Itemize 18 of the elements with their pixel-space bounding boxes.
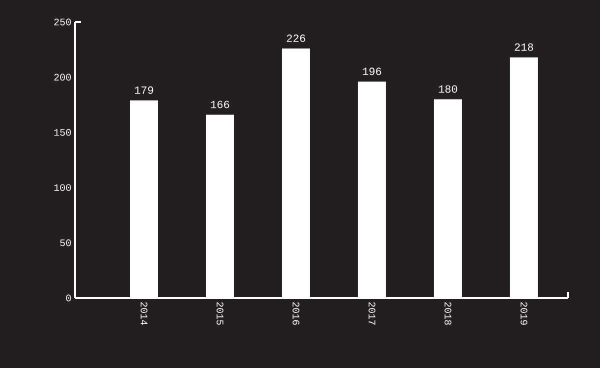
data-label: 179	[134, 86, 154, 94]
data-label: 166	[210, 100, 230, 108]
x-tick-label: 2014	[140, 302, 148, 325]
x-tick-label: 2018	[444, 302, 452, 325]
data-label: 218	[514, 43, 534, 51]
y-tick-label: 250	[54, 18, 71, 26]
data-label: 196	[362, 68, 382, 76]
x-tick-label: 2017	[368, 302, 376, 325]
x-tick-label: 2015	[216, 302, 224, 325]
y-tick-label: 0	[66, 294, 71, 302]
y-tick-label: 100	[54, 184, 71, 191]
y-tick-label: 200	[54, 74, 71, 81]
y-tick-label: 50	[60, 239, 71, 246]
data-label: 180	[438, 85, 458, 93]
data-label: 226	[286, 34, 306, 42]
x-tick-label: 2016	[292, 302, 300, 325]
y-tick-label: 150	[54, 129, 71, 136]
x-tick-label: 2019	[520, 302, 528, 325]
